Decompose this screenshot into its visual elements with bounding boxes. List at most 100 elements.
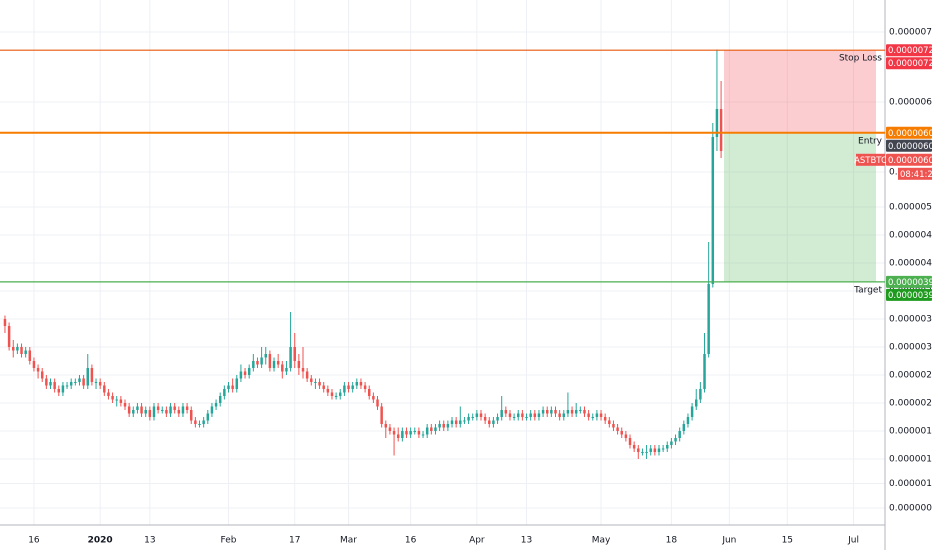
candle-body: [545, 409, 549, 414]
candle-body: [707, 283, 710, 354]
candle-body: [492, 420, 495, 424]
candle-body: [276, 360, 280, 365]
x-tick-label: Mar: [340, 536, 357, 546]
candle-body: [40, 371, 44, 379]
candle-body: [670, 441, 673, 445]
candle-body: [272, 360, 276, 368]
candle-body: [111, 395, 114, 400]
candle-body: [376, 399, 379, 407]
candle-body: [301, 367, 305, 372]
x-tick-label: Apr: [469, 536, 485, 546]
candle-body: [65, 385, 69, 387]
candle-body: [359, 381, 363, 386]
candle-body: [628, 437, 632, 445]
x-tick-label: May: [592, 536, 611, 546]
candle-body: [603, 416, 607, 421]
candle-body: [223, 388, 226, 396]
candle-body: [488, 420, 491, 424]
candle-body: [156, 406, 160, 410]
candle-body: [74, 381, 77, 383]
candle-body: [496, 416, 499, 421]
candle-body: [20, 346, 23, 354]
y-tick-label: 0.00000180: [889, 426, 932, 436]
y-tick-label: 0.00000650: [889, 97, 932, 107]
candle-body: [620, 430, 623, 435]
symbol-bg: [856, 153, 885, 166]
y-tick-label: 0.00000070: [889, 503, 932, 513]
candle-body: [210, 406, 214, 414]
last-price-tag-bg: [886, 153, 932, 166]
candle-body: [388, 427, 392, 431]
candle-body: [442, 423, 445, 428]
candle-body: [459, 420, 462, 424]
candle-body: [181, 406, 185, 414]
level-name: Stop Loss: [839, 54, 882, 64]
candle-body: [450, 420, 454, 424]
candle-body: [3, 318, 7, 326]
y-tick-label: 0.00000420: [889, 258, 932, 268]
x-tick-label: 15: [782, 536, 793, 546]
candle-body: [256, 360, 259, 365]
candle-body: [252, 360, 255, 368]
candle-body: [591, 416, 595, 418]
candle-body: [599, 413, 603, 417]
countdown: 08:41:29: [900, 170, 932, 180]
candle-body: [512, 416, 516, 418]
candle-body: [185, 406, 189, 410]
candle-body: [471, 416, 474, 418]
candle-body: [566, 409, 570, 414]
level-marker-tag-bg: [886, 57, 932, 70]
candle-body: [339, 392, 342, 396]
candle-body: [715, 108, 719, 137]
candle-body: [641, 451, 644, 453]
candle-body: [682, 423, 686, 431]
candle-body: [239, 371, 243, 379]
candle-body: [318, 381, 321, 386]
candle-body: [508, 413, 512, 417]
candle-body: [425, 427, 429, 435]
candle-body: [78, 378, 81, 382]
x-tick-label: Jul: [847, 536, 859, 546]
candle-body: [649, 448, 652, 452]
candle-body: [446, 423, 450, 428]
candle-body: [401, 430, 404, 438]
candle-body: [69, 381, 73, 386]
candle-body: [421, 434, 425, 436]
candle-body: [653, 448, 657, 452]
candle-body: [595, 413, 599, 417]
candle-body: [674, 437, 677, 442]
candle-body: [533, 413, 537, 417]
candle-body: [189, 409, 193, 421]
candle-body: [695, 399, 698, 407]
candle-body: [570, 409, 574, 414]
candle-body: [574, 409, 578, 414]
x-tick-label: 18: [666, 536, 678, 546]
candle-body: [558, 413, 561, 417]
candle-body: [243, 371, 247, 375]
candle-body: [343, 385, 346, 393]
level-marker-tag: 0.00000606: [888, 142, 932, 152]
candle-body: [517, 413, 520, 417]
candle-body: [616, 427, 619, 431]
x-tick-label: 16: [28, 536, 40, 546]
candle-body: [293, 346, 296, 361]
candle-body: [7, 325, 11, 347]
candle-body: [347, 385, 350, 389]
candle-body: [152, 406, 156, 417]
candle-body: [355, 381, 359, 386]
candle-body: [562, 413, 566, 417]
candle-body: [119, 399, 123, 403]
candle-body: [380, 406, 383, 424]
x-tick-label: 13: [144, 536, 155, 546]
candle-body: [45, 378, 48, 386]
candle-body: [173, 406, 176, 410]
candle-body: [94, 381, 98, 383]
candle-body: [16, 346, 19, 351]
candle-body: [719, 108, 723, 151]
candle-body: [86, 367, 89, 386]
x-tick-label: Feb: [221, 536, 237, 546]
candle-body: [281, 364, 284, 372]
candle-body: [438, 423, 441, 428]
candle-body: [612, 423, 615, 428]
